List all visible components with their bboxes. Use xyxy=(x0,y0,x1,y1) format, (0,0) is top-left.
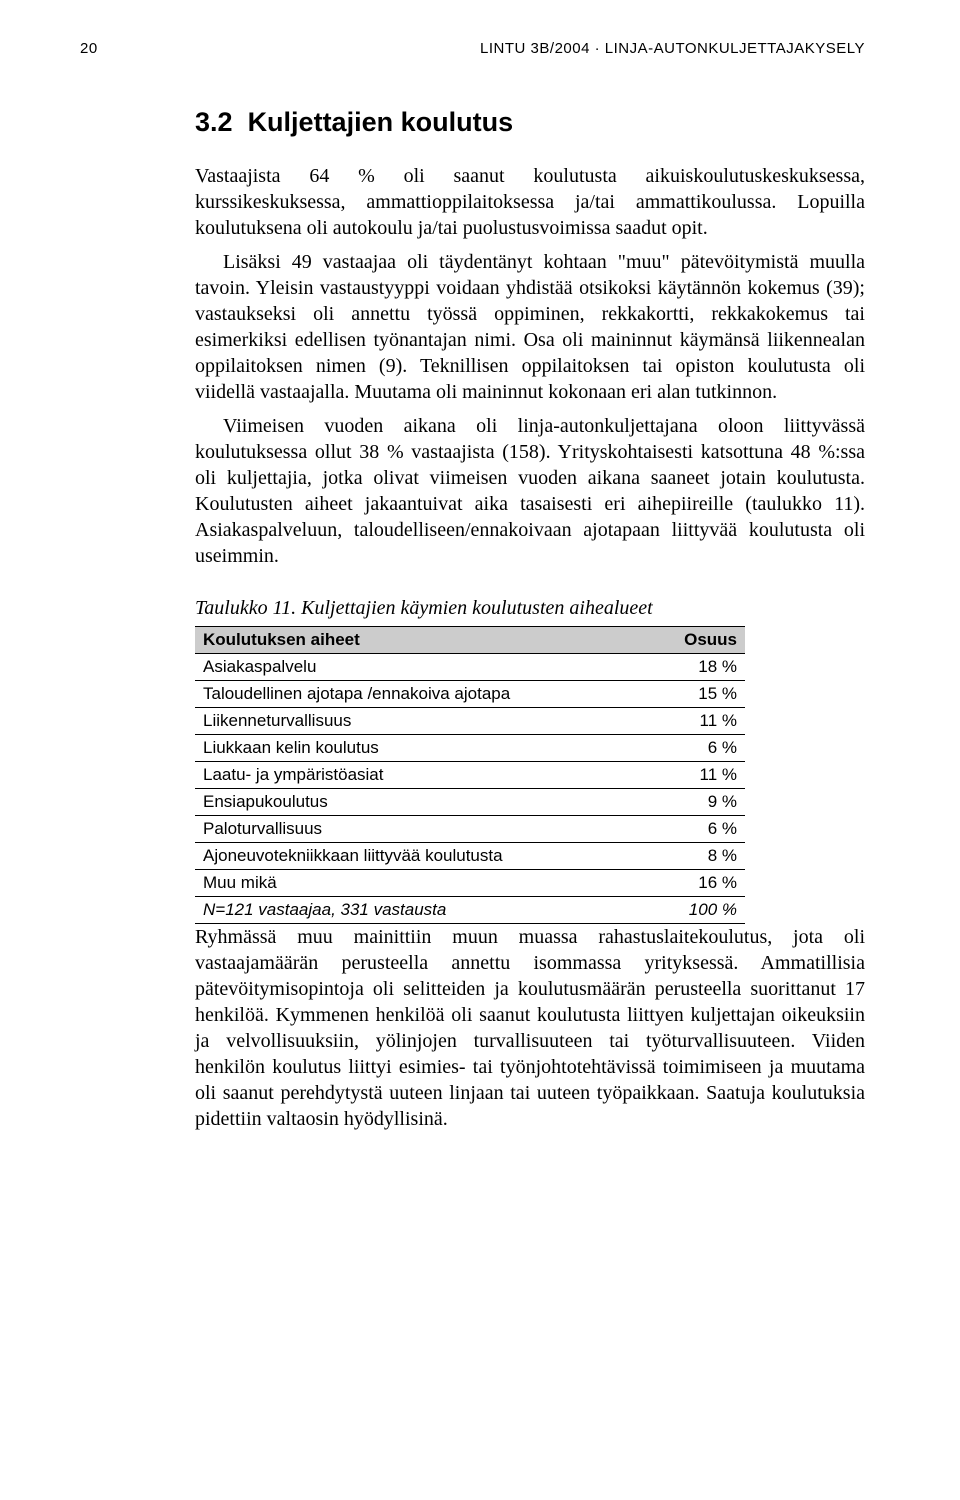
table-row: Ajoneuvotekniikkaan liittyvää koulutusta… xyxy=(195,843,745,870)
table-cell-label: Paloturvallisuus xyxy=(195,816,648,843)
table-footer-value: 100 % xyxy=(648,897,745,924)
table-footer-label: N=121 vastaajaa, 331 vastausta xyxy=(195,897,648,924)
training-topics-table: Koulutuksen aiheet Osuus Asiakaspalvelu … xyxy=(195,626,745,924)
section-number: 3.2 xyxy=(195,107,233,137)
paragraph-4: Ryhmässä muu mainittiin muun muassa raha… xyxy=(195,924,865,1132)
table-row: Taloudellinen ajotapa /ennakoiva ajotapa… xyxy=(195,681,745,708)
table-row: Paloturvallisuus 6 % xyxy=(195,816,745,843)
table-row: Liikenneturvallisuus 11 % xyxy=(195,708,745,735)
table-caption: Taulukko 11. Kuljettajien käymien koulut… xyxy=(195,597,865,620)
table-cell-label: Ajoneuvotekniikkaan liittyvää koulutusta xyxy=(195,843,648,870)
table-cell-label: Ensiapukoulutus xyxy=(195,789,648,816)
page: 20 LINTU 3B/2004 · LINJA-AUTONKULJETTAJA… xyxy=(0,0,960,1180)
table-row: Muu mikä 16 % xyxy=(195,870,745,897)
running-header: 20 LINTU 3B/2004 · LINJA-AUTONKULJETTAJA… xyxy=(80,40,865,57)
paragraph-2: Lisäksi 49 vastaajaa oli täydentänyt koh… xyxy=(195,249,865,405)
table-cell-value: 15 % xyxy=(648,681,745,708)
table-row: Liukkaan kelin koulutus 6 % xyxy=(195,735,745,762)
table-cell-value: 8 % xyxy=(648,843,745,870)
paragraph-3: Viimeisen vuoden aikana oli linja-autonk… xyxy=(195,413,865,569)
table-cell-value: 11 % xyxy=(648,708,745,735)
page-number: 20 xyxy=(80,40,98,57)
section-heading: 3.2 Kuljettajien koulutus xyxy=(195,107,865,138)
paragraph-1: Vastaajista 64 % oli saanut koulutusta a… xyxy=(195,163,865,241)
table-row: Asiakaspalvelu 18 % xyxy=(195,654,745,681)
table-cell-value: 18 % xyxy=(648,654,745,681)
table-cell-value: 9 % xyxy=(648,789,745,816)
section-title-text: Kuljettajien koulutus xyxy=(248,107,514,137)
table-col-header-topic: Koulutuksen aiheet xyxy=(195,627,648,654)
table-cell-label: Liukkaan kelin koulutus xyxy=(195,735,648,762)
table-col-header-share: Osuus xyxy=(648,627,745,654)
table-cell-label: Laatu- ja ympäristöasiat xyxy=(195,762,648,789)
table-footer-row: N=121 vastaajaa, 331 vastausta 100 % xyxy=(195,897,745,924)
table-cell-value: 16 % xyxy=(648,870,745,897)
table-row: Ensiapukoulutus 9 % xyxy=(195,789,745,816)
table-cell-label: Asiakaspalvelu xyxy=(195,654,648,681)
table-cell-value: 6 % xyxy=(648,735,745,762)
table-header-row: Koulutuksen aiheet Osuus xyxy=(195,627,745,654)
running-title: LINTU 3B/2004 · LINJA-AUTONKULJETTAJAKYS… xyxy=(480,40,865,57)
table-cell-value: 11 % xyxy=(648,762,745,789)
table-cell-label: Taloudellinen ajotapa /ennakoiva ajotapa xyxy=(195,681,648,708)
table-cell-label: Muu mikä xyxy=(195,870,648,897)
table-row: Laatu- ja ympäristöasiat 11 % xyxy=(195,762,745,789)
table-cell-value: 6 % xyxy=(648,816,745,843)
table-cell-label: Liikenneturvallisuus xyxy=(195,708,648,735)
